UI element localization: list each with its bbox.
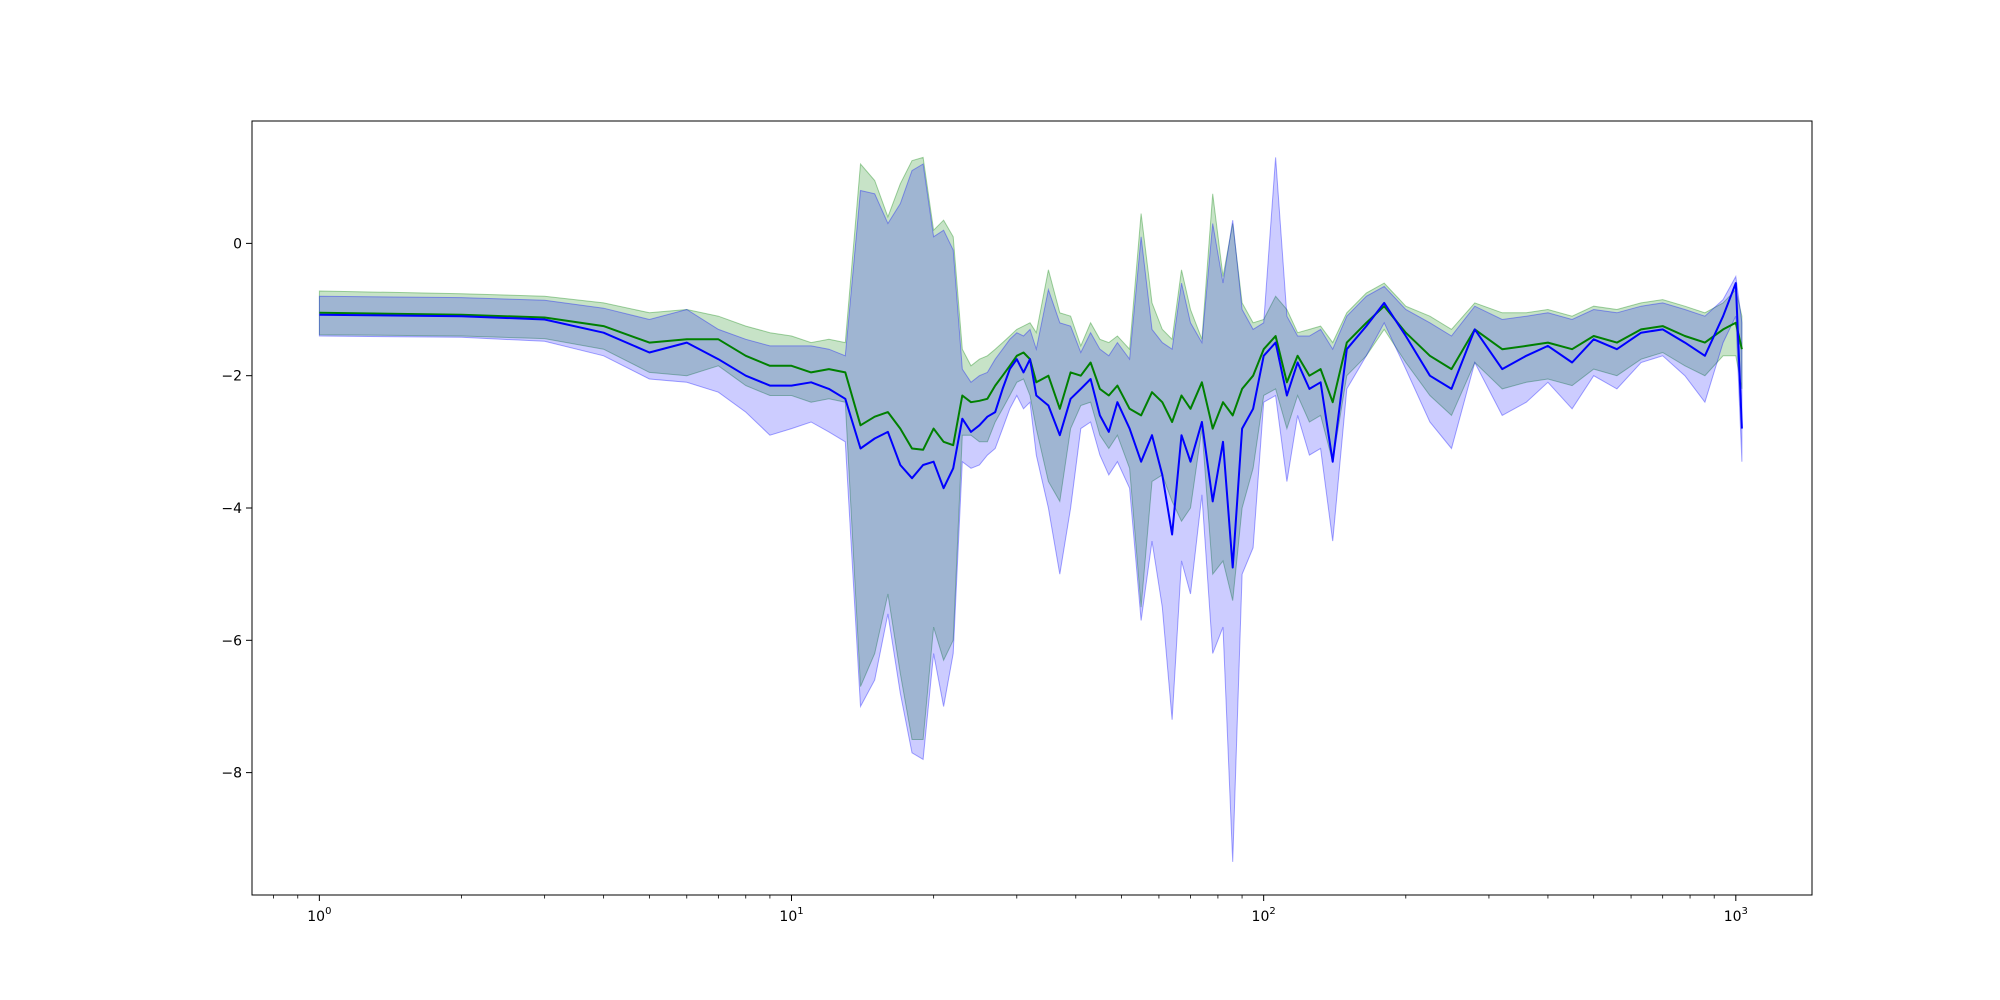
band-series-1 — [318, 156, 1743, 740]
confidence-bands — [318, 156, 1743, 862]
x-tick-label: 101 — [779, 906, 803, 925]
line-series-2 — [319, 282, 1743, 569]
x-tick-label: 102 — [1252, 906, 1276, 925]
axes: 100 101 102 103 0 −2 −4 −6 −8 — [221, 236, 1748, 925]
y-tick-label: −8 — [221, 766, 242, 782]
plot-frame — [251, 120, 1813, 896]
y-tick-label: −6 — [221, 633, 242, 649]
series-lines — [319, 282, 1743, 569]
x-tick-label: 103 — [1724, 906, 1748, 925]
x-tick-label: 100 — [307, 906, 331, 925]
y-tick-label: −2 — [221, 369, 242, 385]
y-tick-label: 0 — [233, 236, 242, 252]
band-series-2 — [318, 157, 1743, 862]
line-series-1 — [319, 305, 1743, 451]
y-tick-label: −4 — [221, 501, 242, 517]
